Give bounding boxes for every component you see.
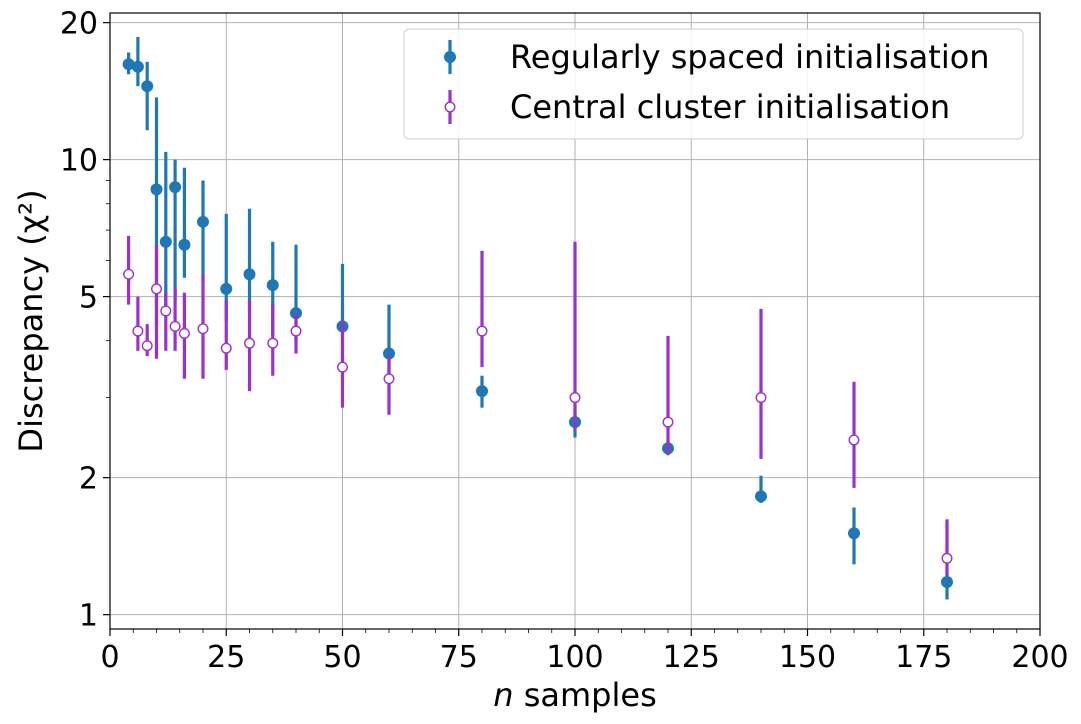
legend-entries: Regularly spaced initialisation Central c… (444, 38, 990, 126)
x-tick-label: 50 (323, 640, 361, 675)
x-axis-ticks: 0 25 50 75 100 125 150 175 200 (100, 629, 1069, 675)
x-tick-label: 100 (546, 640, 603, 675)
x-tick-label: 200 (1011, 640, 1068, 675)
data-point (941, 552, 953, 564)
data-point (123, 268, 135, 280)
data-point (337, 361, 349, 373)
y-tick-label: 2 (79, 462, 98, 497)
y-axis-label: Discrepancy (χ²) (12, 189, 50, 452)
data-point (169, 181, 182, 194)
data-point (169, 320, 181, 332)
x-axis-label-italic: n (493, 676, 513, 714)
data-point (197, 323, 209, 335)
data-point (159, 235, 172, 248)
x-axis-label-rest: samples (514, 676, 657, 714)
minor-ticks (106, 180, 1018, 633)
data-point (243, 268, 256, 281)
data-point (476, 385, 488, 398)
legend-box (403, 28, 1024, 140)
data-point (383, 373, 395, 385)
y-tick-label: 10 (60, 144, 98, 179)
data-point (197, 215, 209, 228)
data-point (848, 434, 860, 446)
series-2 (123, 235, 953, 576)
x-tick-label: 125 (663, 640, 720, 675)
data-point (569, 392, 581, 404)
legend-marker (444, 101, 456, 113)
series-layer (122, 36, 953, 600)
y-tick-label: 20 (60, 7, 98, 42)
x-tick-label: 75 (440, 640, 478, 675)
y-axis-ticks: 1 2 5 10 20 (60, 7, 110, 634)
data-point (662, 416, 674, 428)
x-tick-label: 0 (100, 640, 119, 675)
legend-marker (444, 51, 456, 63)
data-point (178, 238, 191, 251)
data-point (160, 305, 172, 317)
data-point (220, 282, 233, 295)
y-tick-label: 1 (79, 599, 98, 634)
x-tick-label: 150 (779, 640, 836, 675)
data-point (755, 490, 767, 503)
data-point (941, 575, 953, 588)
data-point (267, 337, 279, 349)
data-point (243, 337, 255, 349)
data-point (220, 342, 232, 354)
data-point (150, 283, 162, 295)
data-point (141, 80, 154, 93)
x-tick-label: 25 (207, 640, 245, 675)
data-point (476, 325, 488, 337)
data-point (150, 183, 163, 196)
data-point (141, 340, 153, 352)
legend-label: Central cluster initialisation (510, 88, 950, 126)
data-point (290, 325, 302, 337)
data-point (131, 60, 144, 73)
x-tick-label: 175 (895, 640, 952, 675)
legend-label: Regularly spaced initialisation (510, 38, 990, 76)
y-tick-label: 5 (79, 281, 98, 316)
data-point (266, 279, 279, 292)
data-point (848, 527, 860, 540)
data-point (178, 327, 190, 339)
x-axis-label: n samples (493, 676, 656, 714)
legend: Regularly spaced initialisation Central c… (403, 28, 1024, 140)
data-point (755, 392, 767, 404)
data-point (132, 325, 144, 337)
